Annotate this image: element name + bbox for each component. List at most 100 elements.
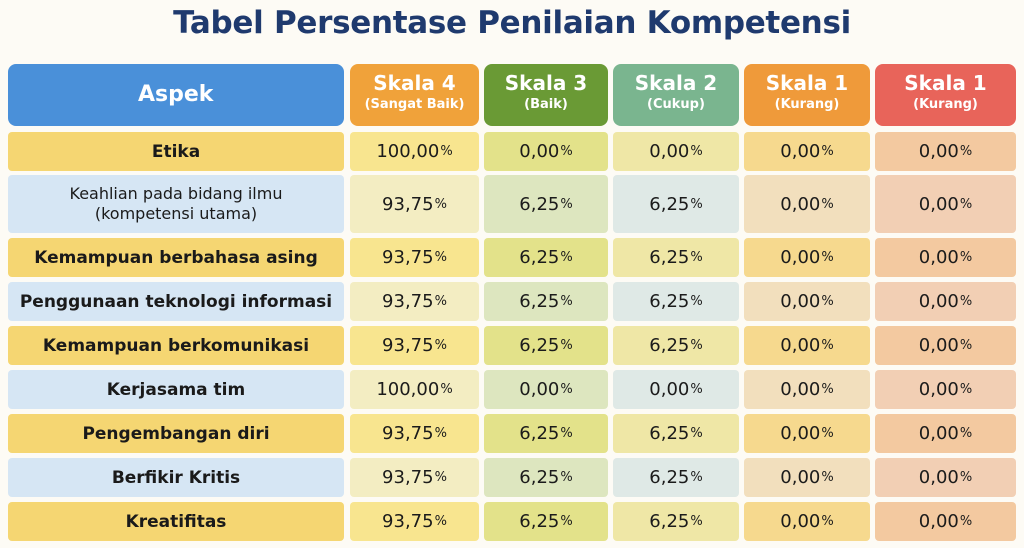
aspek-cell: Keahlian pada bidang ilmu (kompetensi uta… <box>8 175 344 233</box>
percent-unit: % <box>959 514 973 529</box>
percent-unit: % <box>440 144 453 159</box>
aspek-cell: Penggunaan teknologi informasi <box>8 282 344 321</box>
percent-unit: % <box>560 514 573 529</box>
percent-unit: % <box>959 382 973 397</box>
value-number: 93,75 <box>382 247 434 268</box>
value-number: 6,25 <box>519 423 560 444</box>
value-cell: 6,25% <box>484 414 608 453</box>
value-cell: 93,75% <box>350 502 479 541</box>
value-cell: 93,75% <box>350 326 479 365</box>
header-skala-4-label: Skala 4 <box>373 71 456 95</box>
header-skala-1-a-label: Skala 1 <box>765 71 849 95</box>
aspek-label: Kemampuan berbahasa asing <box>34 247 318 268</box>
value-cell: 0,00% <box>744 414 870 453</box>
aspek-label-line2: (kompetensi utama) <box>94 204 258 223</box>
value-number: 6,25 <box>519 467 560 488</box>
percent-unit: % <box>690 382 703 397</box>
aspek-label: Kemampuan berkomunikasi <box>42 335 310 356</box>
value-number: 93,75 <box>382 193 434 215</box>
value-number: 0,00 <box>780 511 821 532</box>
table-row: Keahlian pada bidang ilmu (kompetensi uta… <box>8 175 1016 233</box>
value-cell: 0,00% <box>744 175 870 233</box>
value-number: 6,25 <box>649 511 690 532</box>
value-number: 6,25 <box>519 511 560 532</box>
value-number: 93,75 <box>382 423 434 444</box>
value-number: 0,00 <box>918 291 959 312</box>
value-cell: 6,25% <box>484 502 608 541</box>
percent-unit: % <box>690 426 703 441</box>
header-skala-1-b: Skala 1 (Kurang) <box>875 64 1016 126</box>
percent-unit: % <box>959 426 973 441</box>
value-number: 0,00 <box>918 141 959 162</box>
aspek-label: Etika <box>151 141 201 162</box>
percent-unit: % <box>690 294 703 309</box>
percent-unit: % <box>690 470 703 485</box>
percent-unit: % <box>434 196 447 212</box>
percent-unit: % <box>560 294 573 309</box>
percent-unit: % <box>690 250 703 265</box>
value-number: 6,25 <box>519 193 560 215</box>
value-number: 0,00 <box>780 335 821 356</box>
value-number: 0,00 <box>780 379 821 400</box>
value-number: 6,25 <box>649 247 690 268</box>
value-cell: 0,00% <box>875 370 1016 409</box>
value-cell: 6,25% <box>613 326 739 365</box>
aspek-cell: Kemampuan berbahasa asing <box>8 238 344 277</box>
value-number: 0,00 <box>649 141 690 162</box>
value-cell: 0,00% <box>875 282 1016 321</box>
aspek-cell: Etika <box>8 132 344 171</box>
aspek-label: Penggunaan teknologi informasi <box>19 291 333 312</box>
value-cell: 0,00% <box>875 175 1016 233</box>
header-skala-2-label: Skala 2 <box>634 71 718 95</box>
value-cell: 93,75% <box>350 175 479 233</box>
value-number: 0,00 <box>780 467 821 488</box>
value-number: 0,00 <box>918 193 959 215</box>
header-skala-1-a-sub: (Kurang) <box>774 97 840 112</box>
percent-unit: % <box>821 338 834 353</box>
value-cell: 0,00% <box>613 132 739 171</box>
value-number: 6,25 <box>649 423 690 444</box>
header-skala-3: Skala 3 (Baik) <box>484 64 608 126</box>
value-number: 6,25 <box>519 247 560 268</box>
value-cell: 0,00% <box>875 132 1016 171</box>
percent-unit: % <box>821 144 834 159</box>
percent-unit: % <box>560 382 573 397</box>
value-cell: 0,00% <box>744 502 870 541</box>
percent-unit: % <box>959 294 973 309</box>
percent-unit: % <box>560 470 573 485</box>
value-cell: 93,75% <box>350 238 479 277</box>
aspek-label: Kreatifitas <box>125 511 227 532</box>
value-number: 0,00 <box>918 335 959 356</box>
value-cell: 0,00% <box>875 414 1016 453</box>
value-cell: 6,25% <box>484 238 608 277</box>
header-skala-1-b-label: Skala 1 <box>904 71 987 95</box>
value-number: 93,75 <box>382 467 434 488</box>
value-cell: 0,00% <box>484 132 608 171</box>
value-number: 100,00 <box>376 141 440 162</box>
percent-unit: % <box>434 294 447 309</box>
value-number: 100,00 <box>376 379 440 400</box>
value-number: 6,25 <box>519 335 560 356</box>
value-cell: 6,25% <box>484 175 608 233</box>
value-cell: 6,25% <box>613 282 739 321</box>
table-row: Penggunaan teknologi informasi 93,75% 6,25… <box>8 282 1016 321</box>
percent-unit: % <box>560 196 573 212</box>
value-number: 0,00 <box>519 379 560 400</box>
percent-unit: % <box>821 426 834 441</box>
aspek-cell: Kerjasama tim <box>8 370 344 409</box>
percent-unit: % <box>690 196 703 212</box>
value-cell: 0,00% <box>744 370 870 409</box>
value-cell: 0,00% <box>613 370 739 409</box>
percent-unit: % <box>560 426 573 441</box>
value-number: 6,25 <box>519 291 560 312</box>
table-row: Etika 100,00% 0,00% 0,00% 0,00% 0,00% <box>8 132 1016 171</box>
value-number: 6,25 <box>649 467 690 488</box>
percent-unit: % <box>434 338 447 353</box>
value-cell: 0,00% <box>875 326 1016 365</box>
percent-unit: % <box>690 338 703 353</box>
percent-unit: % <box>821 196 834 212</box>
value-number: 0,00 <box>780 423 821 444</box>
percent-unit: % <box>690 144 703 159</box>
value-cell: 6,25% <box>613 502 739 541</box>
value-cell: 100,00% <box>350 370 479 409</box>
